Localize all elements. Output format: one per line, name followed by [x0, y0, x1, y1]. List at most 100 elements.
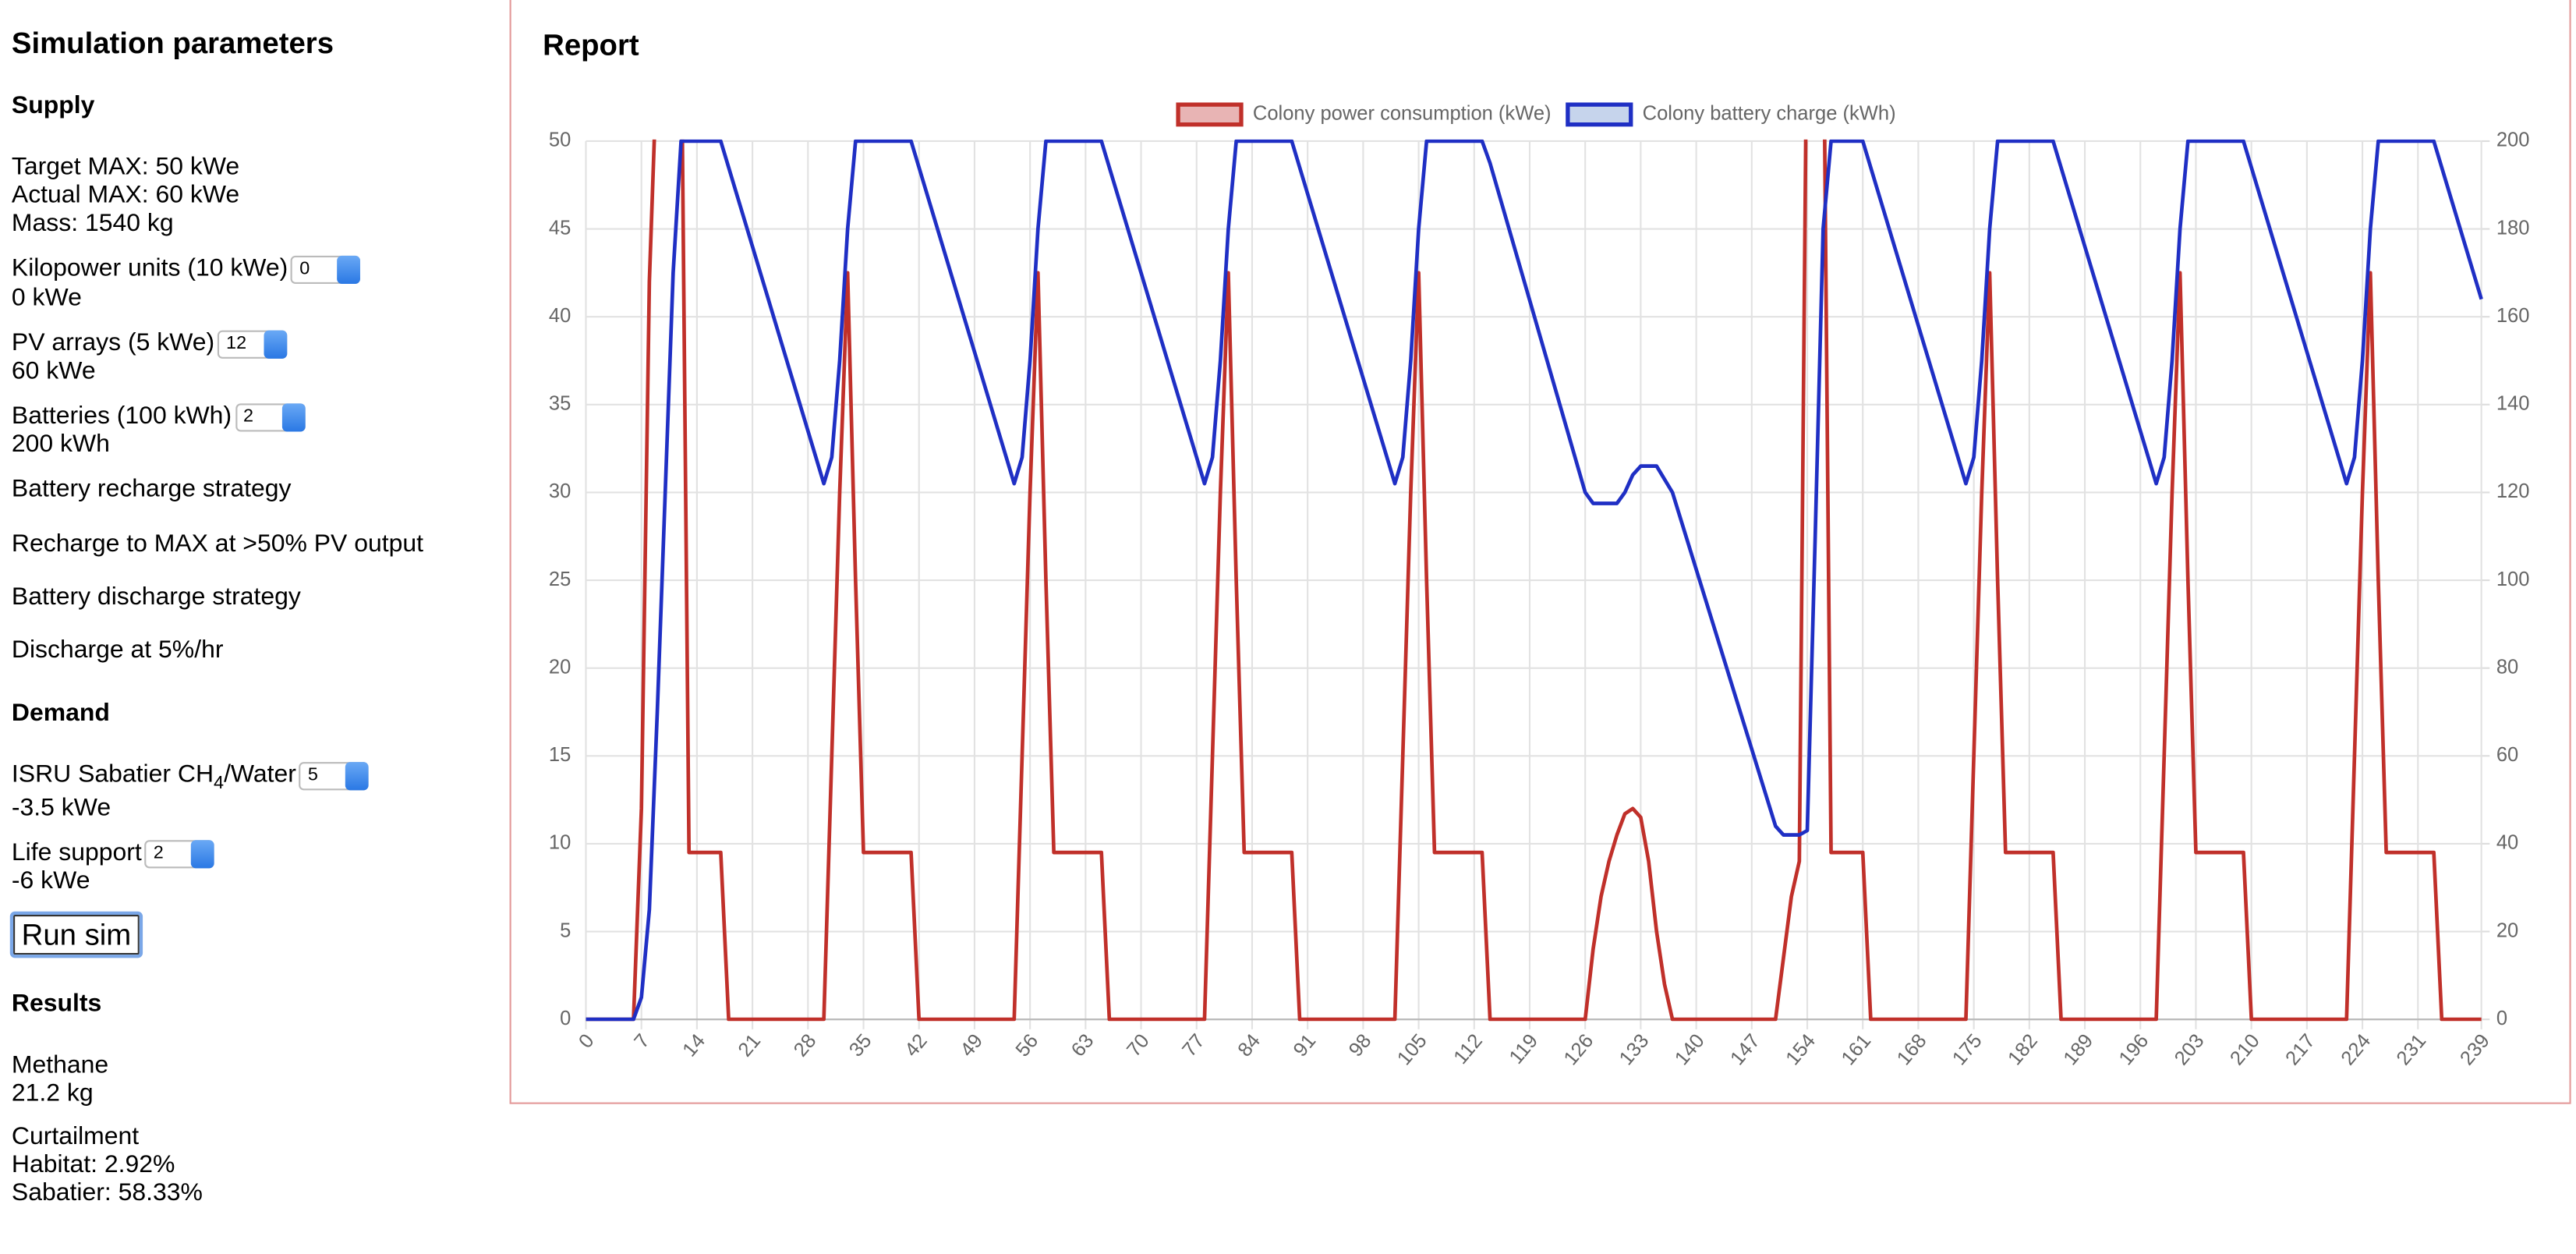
- legend-label: Colony power consumption (kWe): [1253, 103, 1552, 125]
- x-tick-label: 196: [2115, 1030, 2153, 1070]
- select-arrow: [345, 761, 370, 790]
- select-value: 2: [242, 406, 254, 427]
- select[interactable]: 2: [235, 402, 305, 431]
- x-tick-label: 203: [2171, 1030, 2209, 1070]
- select[interactable]: 12: [218, 329, 288, 358]
- y2-tick-label: 80: [2496, 656, 2518, 678]
- label: Battery recharge strategy: [11, 474, 292, 504]
- x-tick-label: 7: [630, 1030, 654, 1053]
- x-tick-label: 189: [2059, 1030, 2097, 1070]
- output: 200 kWh: [11, 430, 110, 459]
- x-tick-label: 56: [1012, 1030, 1043, 1061]
- y-tick-label: 10: [549, 832, 571, 854]
- x-tick-label: 77: [1178, 1030, 1209, 1061]
- x-tick-label: 21: [734, 1030, 766, 1061]
- y-tick-label: 5: [560, 919, 571, 941]
- x-tick-label: 182: [2004, 1030, 2042, 1070]
- legend: Colony power consumption (kWe) Colony bat…: [1176, 102, 1896, 127]
- x-tick-label: 112: [1449, 1030, 1487, 1068]
- series-line: [586, 139, 2483, 1022]
- y-tick-label: 15: [549, 744, 571, 766]
- result-label: Curtailment: [11, 1122, 140, 1151]
- y2-tick-label: 140: [2496, 393, 2530, 415]
- result-label: Methane: [11, 1050, 109, 1079]
- y-tick-label: 50: [549, 129, 571, 151]
- x-tick-label: 147: [1726, 1030, 1764, 1070]
- y-tick-label: 25: [549, 569, 571, 590]
- result-value: Sabatier: 58.33%: [11, 1178, 203, 1207]
- select-value: 12: [226, 332, 247, 353]
- select-arrow: [281, 402, 305, 431]
- y-tick-label: 0: [560, 1008, 571, 1029]
- run-button[interactable]: Run sim: [9, 911, 143, 958]
- output: 60 kWe: [11, 356, 96, 385]
- report-title: Report: [543, 28, 639, 62]
- y2-tick-label: 40: [2496, 832, 2518, 854]
- result-value: Habitat: 2.92%: [11, 1150, 175, 1179]
- label: PV arrays (5 kWe): [11, 328, 215, 357]
- x-tick-label: 168: [1893, 1030, 1931, 1070]
- x-tick-label: 42: [901, 1030, 932, 1061]
- x-tick-label: 154: [1782, 1030, 1820, 1070]
- legend-swatch: [1176, 102, 1244, 127]
- x-tick-label: 175: [1948, 1030, 1987, 1070]
- select-arrow: [191, 839, 215, 868]
- select-arrow: [338, 254, 361, 284]
- x-tick-label: 98: [1345, 1030, 1376, 1061]
- x-tick-label: 49: [956, 1030, 987, 1061]
- sidebar-title: Simulation parameters: [11, 27, 334, 60]
- y-tick-label: 30: [549, 480, 571, 502]
- x-tick-label: 0: [575, 1030, 599, 1053]
- legend-label: Colony battery charge (kWh): [1643, 103, 1896, 125]
- field: ISRU Sabatier CH4/Water 5: [12, 760, 370, 799]
- label: Life support: [11, 838, 142, 867]
- x-tick-label: 14: [678, 1030, 709, 1061]
- output: 0 kWe: [11, 284, 82, 313]
- y2-tick-label: 160: [2496, 305, 2530, 327]
- select[interactable]: 2: [145, 839, 215, 868]
- section-heading: Supply: [11, 91, 95, 120]
- x-tick-label: 28: [790, 1030, 821, 1061]
- y2-tick-label: 20: [2496, 919, 2518, 941]
- label: Kilopower units (10 kWe): [11, 253, 288, 282]
- x-tick-label: 84: [1233, 1030, 1265, 1061]
- select[interactable]: 0: [291, 254, 361, 284]
- label: Battery discharge strategy: [11, 583, 301, 611]
- select-value: 2: [153, 842, 164, 863]
- supply-line: Actual MAX: 60 kWe: [11, 181, 240, 210]
- x-tick-label: 161: [1838, 1030, 1876, 1070]
- option[interactable]: Discharge at 5%/hr: [11, 636, 224, 664]
- x-tick-label: 70: [1123, 1030, 1154, 1061]
- select-value: 5: [307, 764, 318, 785]
- y-tick-label: 40: [549, 305, 571, 327]
- select[interactable]: 5: [299, 761, 370, 790]
- label: Batteries (100 kWh): [11, 402, 232, 430]
- output: -6 kWe: [11, 866, 90, 895]
- x-tick-label: 126: [1560, 1030, 1598, 1070]
- x-tick-label: 224: [2337, 1030, 2375, 1070]
- x-tick-label: 119: [1506, 1030, 1543, 1068]
- x-tick-label: 210: [2226, 1030, 2264, 1070]
- section-heading: Demand: [11, 699, 110, 728]
- y2-tick-label: 180: [2496, 217, 2530, 239]
- select-value: 0: [299, 258, 310, 278]
- y-tick-label: 45: [549, 217, 571, 239]
- output: -3.5 kWe: [11, 793, 111, 822]
- y2-tick-label: 60: [2496, 744, 2518, 766]
- label: ISRU Sabatier CH: [11, 760, 214, 789]
- supply-line: Target MAX: 50 kWe: [11, 152, 240, 182]
- field: Life support 2: [12, 838, 215, 868]
- x-tick-label: 133: [1615, 1030, 1654, 1070]
- x-tick-label: 239: [2456, 1030, 2494, 1070]
- y2-tick-label: 100: [2496, 569, 2530, 590]
- x-tick-label: 231: [2393, 1030, 2431, 1070]
- option[interactable]: Recharge to MAX at >50% PV output: [11, 530, 424, 558]
- x-tick-label: 63: [1067, 1030, 1099, 1061]
- y-tick-label: 35: [549, 393, 571, 415]
- series-line: [586, 139, 2482, 1022]
- field: Kilopower units (10 kWe) 0: [12, 254, 361, 284]
- report-panel: [509, 0, 2571, 1104]
- x-tick-label: 140: [1671, 1030, 1709, 1070]
